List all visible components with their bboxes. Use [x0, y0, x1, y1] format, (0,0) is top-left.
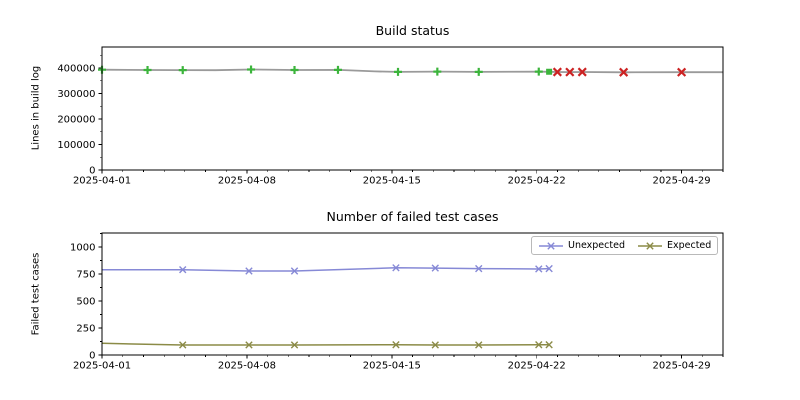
x-tick-label: 2025-04-08 [218, 176, 276, 187]
legend-label-unexpected: Unexpected [568, 240, 625, 251]
marker-plus-build-success [178, 66, 187, 75]
legend-entry-expected: Expected [637, 240, 711, 251]
marker-x-unexpected [179, 266, 187, 274]
expected-swatch-icon [637, 241, 662, 250]
x-tick-label: 2025-04-01 [73, 176, 131, 187]
marker-plus-build-success [290, 65, 299, 74]
marker-x-expected [535, 341, 543, 349]
top-chart-title: Build status [375, 23, 450, 38]
marker-plus-build-success [247, 65, 256, 74]
unexpected-swatch-icon [539, 241, 563, 250]
marker-x-unexpected [545, 264, 553, 273]
x-tick-label: 2025-04-15 [363, 176, 421, 187]
y-tick-label: 200000 [57, 114, 95, 125]
y-tick-label: 300000 [57, 89, 95, 100]
axes-spines [101, 46, 724, 171]
marker-x-expected [431, 341, 439, 349]
marker-x-expected [545, 341, 553, 349]
y-tick-label: 1000 [70, 243, 95, 254]
marker-plus-build-success [143, 65, 152, 74]
marker-plus-build-success [333, 65, 342, 74]
marker-x-build-failure [565, 67, 575, 77]
y-tick-label: 0 [89, 351, 95, 362]
x-tick-label: 2025-04-22 [508, 176, 566, 187]
bottom-chart-ylabel: Failed test cases [30, 252, 42, 336]
y-tick-label: 0 [89, 166, 95, 177]
series-line-unexpected [102, 267, 550, 272]
marker-x-build-failure [677, 67, 687, 77]
marker-x-unexpected [245, 267, 253, 275]
marker-plus-build-success [433, 67, 442, 76]
marker-x-expected [475, 341, 483, 349]
series-line-expected [101, 342, 550, 346]
x-tick-label: 2025-04-08 [218, 361, 276, 372]
marker-x-unexpected [535, 265, 543, 273]
top-chart-ylabel: Lines in build log [30, 65, 42, 151]
x-tick-label: 2025-04-29 [653, 176, 711, 187]
x-tick-label: 2025-04-29 [653, 361, 711, 372]
axes-spines [101, 232, 724, 356]
marker-x-unexpected [392, 264, 400, 272]
marker-x-build-failure [552, 67, 562, 77]
marker-x-expected [392, 341, 400, 349]
y-tick-label: 750 [76, 270, 95, 281]
marker-plus-build-success [534, 67, 543, 76]
legend-label-expected: Expected [666, 240, 712, 251]
y-tick-label: 250 [76, 324, 95, 335]
build-status-axes: 2025-04-01 2025-04-08 2025-04-15 2025-04-22… [57, 46, 724, 187]
marker-x-unexpected [431, 264, 439, 272]
marker-plus-build-success [474, 67, 483, 76]
marker-x-expected [179, 341, 187, 349]
marker-x-build-failure [619, 67, 629, 77]
marker-x-unexpected [290, 267, 299, 275]
marker-x-expected [245, 341, 253, 349]
y-tick-label: 400000 [57, 63, 95, 74]
legend-entry-unexpected: Unexpected [538, 240, 625, 251]
x-tick-label: 2025-04-22 [508, 361, 566, 372]
marker-x-expected [290, 341, 299, 349]
y-tick-label: 500 [76, 297, 95, 308]
bottom-chart-title: Number of failed test cases [326, 209, 499, 224]
y-tick-label: 100000 [57, 140, 95, 151]
marker-square-build-in-progress [546, 68, 553, 75]
marker-x-unexpected [475, 264, 483, 273]
failed-tests-axes: 2025-04-01 2025-04-08 2025-04-15 2025-04-22… [70, 232, 724, 372]
series-line-lines-in-build-log [101, 68, 723, 74]
marker-plus-build-success [394, 67, 403, 76]
legend: Unexpected Expected [531, 236, 719, 255]
x-tick-label: 2025-04-15 [363, 361, 421, 372]
x-tick-label: 2025-04-01 [73, 361, 131, 372]
marker-x-build-failure [577, 67, 587, 77]
